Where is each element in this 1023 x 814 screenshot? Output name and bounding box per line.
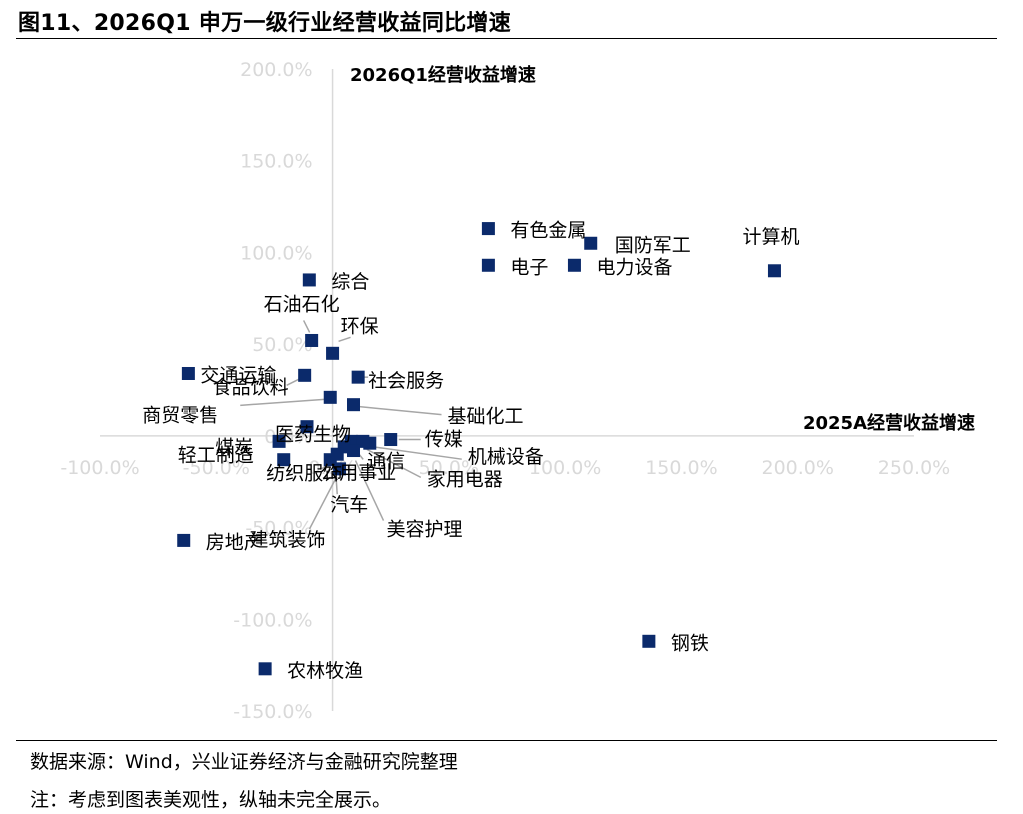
data-point-marker [347, 444, 361, 458]
bottom-rule [16, 740, 997, 741]
y-tick-label: -100.0% [233, 609, 312, 631]
data-point-label: 基础化工 [448, 406, 524, 428]
leader-line [338, 336, 351, 343]
data-point-label: 综合 [331, 271, 369, 293]
data-point-label: 建筑装饰 [250, 529, 326, 551]
tick-labels: -100.0% -50.0% 0.0% 50.0% 100.0% 150.0% 200.0%… [60, 59, 950, 723]
data-point-marker [384, 433, 398, 447]
leader-lines [240, 320, 462, 530]
y-tick-label: 50.0% [252, 334, 312, 356]
x-tick-label: 250.0% [878, 457, 950, 479]
y-tick-label: 200.0% [240, 59, 312, 81]
data-point-marker [584, 236, 598, 250]
x-tick-label: -50.0% [183, 457, 250, 479]
data-point-label: 传媒 [425, 429, 463, 451]
data-point-marker [298, 368, 312, 382]
x-tick-label: 50.0% [419, 457, 479, 479]
data-point-marker [333, 462, 347, 476]
data-point-marker [481, 258, 495, 272]
x-axis-title: 2025A经营收益增速 [803, 412, 975, 434]
data-point-marker [767, 264, 781, 278]
y-tick-label: 150.0% [240, 151, 312, 173]
data-point-label: 商贸零售 [142, 404, 218, 426]
top-rule [16, 38, 997, 39]
x-tick-label: -100.0% [60, 457, 139, 479]
data-point-label: 美容护理 [387, 519, 463, 541]
data-point-marker [347, 398, 361, 412]
y-axis-title: 2026Q1经营收益增速 [350, 64, 536, 86]
x-tick-label: 150.0% [645, 457, 717, 479]
data-point-marker [302, 273, 316, 287]
leader-line [240, 398, 325, 407]
data-point-marker [258, 662, 272, 676]
data-point-marker [277, 453, 291, 467]
data-point-label: 有色金属 [510, 220, 586, 242]
source-note: 数据来源：Wind，兴业证券经济与金融研究院整理 [30, 751, 458, 773]
data-point-label: 环保 [341, 315, 379, 337]
data-point-label: 通信 [367, 450, 405, 472]
y-tick-label: -50.0% [245, 518, 312, 540]
data-point-label: 机械设备 [468, 446, 544, 468]
data-point-marker [326, 346, 340, 360]
leader-line [359, 405, 442, 416]
data-point-marker [330, 447, 344, 461]
leader-line [366, 448, 422, 479]
y-tick-label: 100.0% [240, 242, 312, 264]
x-tick-label: 100.0% [529, 457, 601, 479]
data-point-label: 公用事业 [320, 462, 396, 484]
data-point-label: 电力设备 [596, 256, 672, 278]
data-point-marker [351, 370, 365, 384]
leader-line [319, 465, 327, 471]
data-point-marker [305, 333, 319, 347]
data-point-label: 国防军工 [615, 234, 691, 256]
axis-note: 注：考虑到图表美观性，纵轴未完全展示。 [30, 789, 392, 811]
leader-line [286, 378, 299, 386]
data-point-marker [323, 390, 337, 404]
data-point-label: 计算机 [742, 226, 799, 248]
data-point-label: 钢铁 [671, 632, 709, 654]
leader-line [375, 446, 462, 460]
data-point-label: 电子 [510, 256, 548, 278]
data-point-label: 石油石化 [264, 293, 340, 315]
data-markers [177, 222, 781, 676]
x-tick-label: 200.0% [761, 457, 833, 479]
data-point-label: 社会服务 [368, 370, 444, 392]
data-point-label: 家用电器 [427, 468, 503, 490]
data-point-label: 房地产 [206, 531, 263, 553]
leader-line [302, 320, 311, 333]
data-point-label: 食品饮料 [213, 376, 289, 398]
scatter-chart: -100.0% -50.0% 0.0% 50.0% 100.0% 150.0% 200.0%… [60, 59, 975, 723]
data-point-marker [300, 420, 314, 434]
leader-line [308, 478, 337, 530]
data-point-label: 轻工制造 [178, 445, 254, 467]
data-point-label: 医药生物 [275, 424, 351, 446]
data-point-marker [567, 258, 581, 272]
data-point-label: 纺织服饰 [266, 463, 342, 485]
data-point-marker [481, 222, 495, 236]
data-point-label: 煤炭 [215, 436, 253, 458]
data-point-label: 汽车 [330, 494, 368, 516]
data-point-marker [642, 634, 656, 648]
data-point-label: 交通运输 [200, 364, 276, 386]
data-point-marker [181, 366, 195, 380]
leader-line [354, 460, 385, 521]
y-tick-label: -150.0% [233, 701, 312, 723]
data-point-marker [272, 434, 286, 448]
data-point-label: 农林牧渔 [287, 660, 363, 682]
data-point-marker [177, 533, 191, 547]
figure-title: 图11、2026Q1 申万一级行业经营收益同比增速 [18, 11, 512, 36]
